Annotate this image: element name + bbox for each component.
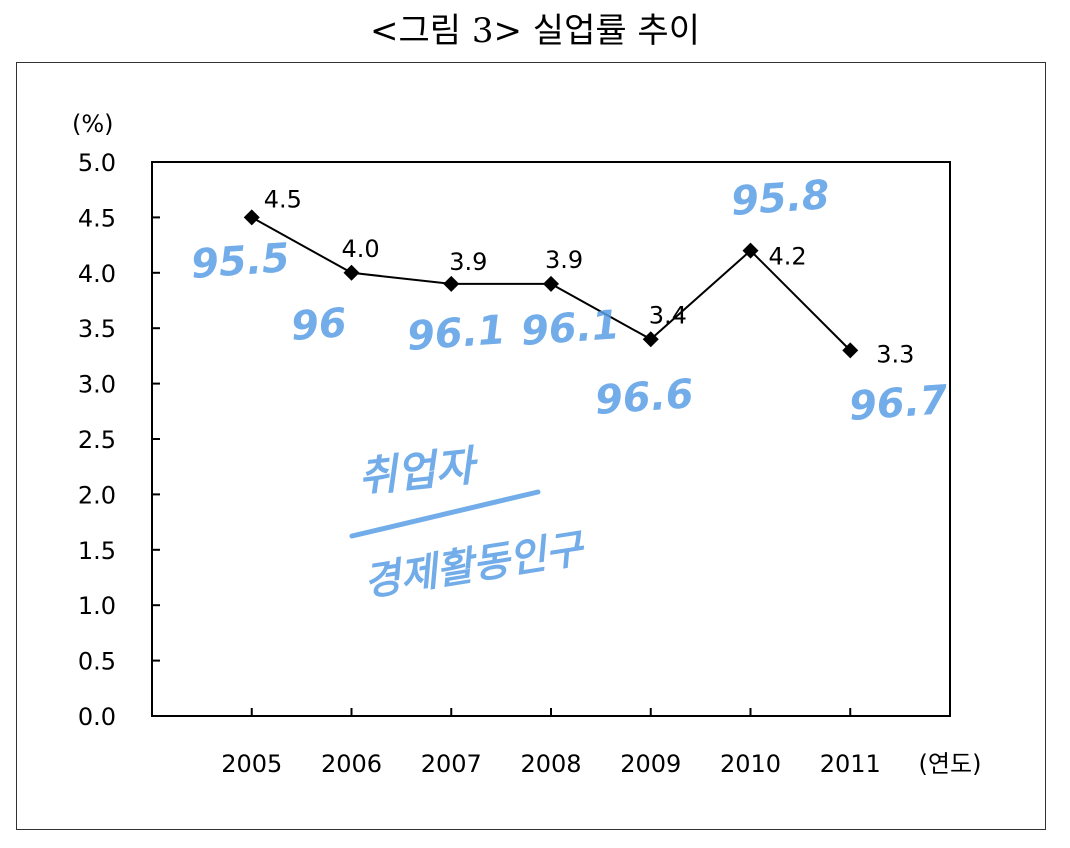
y-tick-label: 1.5 — [78, 537, 116, 565]
series-unemployment-rate — [243, 209, 859, 359]
handwritten-fraction-bar — [349, 489, 541, 539]
y-tick-label: 4.5 — [78, 204, 116, 232]
x-axis-unit-label: (연도) — [919, 750, 982, 778]
data-point-marker — [443, 275, 460, 292]
y-tick-label: 1.0 — [78, 592, 116, 620]
y-tick-label: 0.5 — [78, 648, 116, 676]
x-tick-label: 2006 — [321, 750, 382, 778]
y-tick-label: 4.0 — [78, 260, 116, 288]
y-tick-label: 3.0 — [78, 371, 116, 399]
data-label: 3.4 — [649, 301, 687, 329]
chart-title: <그림 3> 실업률 추이 — [370, 11, 700, 51]
data-label: 4.2 — [769, 243, 807, 271]
handwritten-numerator-note: 취업자 — [356, 441, 482, 502]
x-tick-label: 2011 — [820, 750, 881, 778]
data-label: 3.9 — [449, 248, 487, 276]
x-tick-label: 2010 — [720, 750, 781, 778]
data-point-marker — [343, 264, 360, 281]
x-tick-label: 2007 — [421, 750, 482, 778]
handwritten-value-note: 96.1 — [405, 307, 507, 360]
chart-frame — [16, 62, 1046, 830]
data-point-marker — [742, 242, 759, 259]
data-point-marker — [243, 209, 260, 226]
y-tick-label: 2.0 — [78, 481, 116, 509]
data-point-marker — [543, 275, 559, 292]
data-point-marker — [642, 331, 659, 348]
x-tick-label: 2005 — [221, 750, 282, 778]
handwritten-value-note: 96.6 — [593, 371, 695, 424]
y-tick-label: 2.5 — [78, 426, 116, 454]
handwritten-value-note: 95.8 — [729, 172, 831, 225]
x-axis-ticks: 2005 2006 2007 2008 2009 2010 2011 (연도) — [221, 708, 981, 778]
handwritten-value-note: 96.1 — [519, 302, 621, 355]
data-point-marker — [842, 342, 859, 359]
handwritten-value-note: 96.7 — [847, 377, 949, 430]
y-axis-unit-label: (%) — [72, 110, 114, 138]
y-tick-label: 3.5 — [78, 315, 116, 343]
handwritten-value-note: 96 — [289, 300, 348, 350]
handwritten-value-note: 95.5 — [189, 235, 291, 288]
data-labels: 4.5 4.0 3.9 3.9 3.4 4.2 3.3 — [264, 185, 915, 368]
data-label: 4.0 — [342, 235, 380, 263]
y-tick-label: 0.0 — [78, 703, 116, 731]
x-tick-label: 2009 — [620, 750, 681, 778]
data-label: 3.3 — [876, 340, 914, 368]
x-tick-label: 2008 — [520, 750, 581, 778]
y-axis-ticks: 0.0 0.5 1.0 1.5 2.0 2.5 3.0 3.5 4.0 4.5 5.0 — [78, 149, 160, 731]
handwritten-denominator-note: 경제활동인구 — [360, 525, 588, 605]
data-label: 4.5 — [264, 185, 302, 213]
y-tick-label: 5.0 — [78, 149, 116, 177]
data-label: 3.9 — [545, 246, 583, 274]
